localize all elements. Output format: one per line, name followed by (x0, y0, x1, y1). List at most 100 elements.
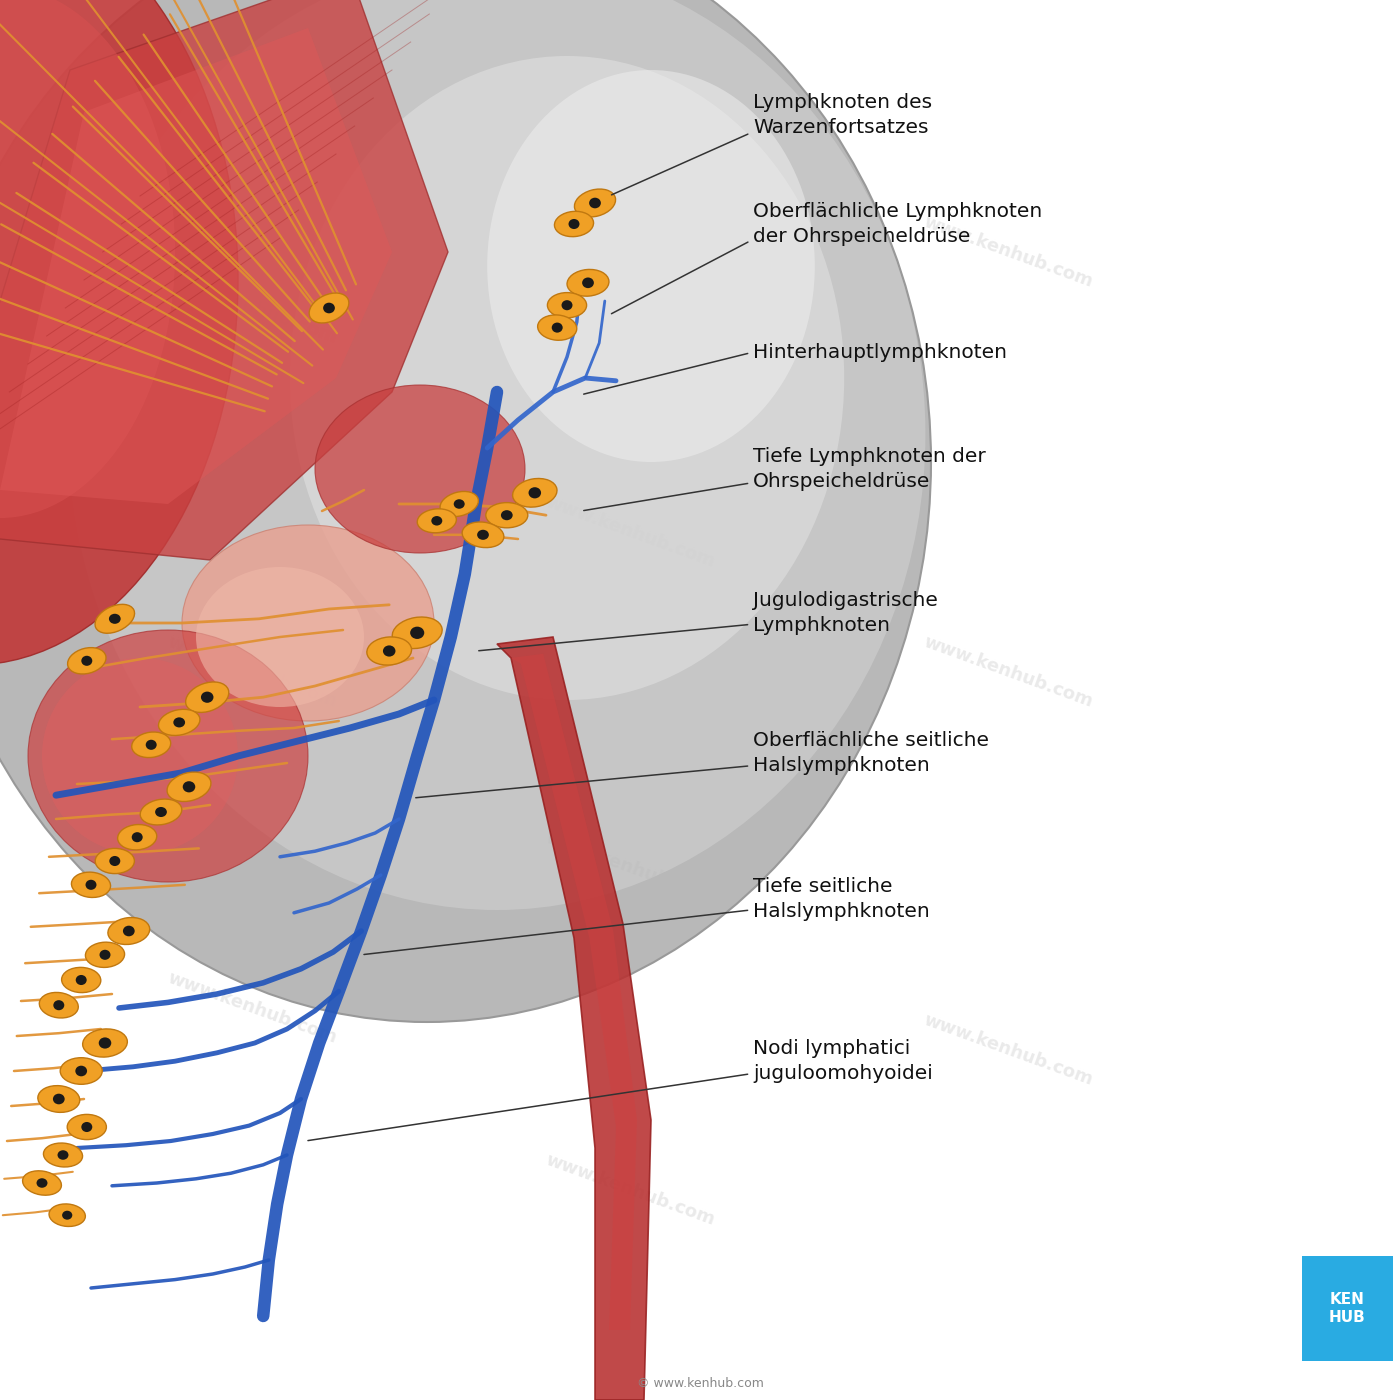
Ellipse shape (36, 1179, 48, 1187)
Text: Tiefe seitliche
Halslymphknoten: Tiefe seitliche Halslymphknoten (753, 876, 930, 921)
Ellipse shape (431, 517, 442, 525)
Ellipse shape (529, 487, 540, 498)
Ellipse shape (42, 658, 238, 854)
Text: KEN
HUB: KEN HUB (1329, 1291, 1366, 1324)
Ellipse shape (22, 1170, 62, 1196)
Ellipse shape (118, 825, 157, 850)
Ellipse shape (67, 1114, 106, 1140)
Text: Hinterhauptlymphknoten: Hinterhauptlymphknoten (753, 343, 1007, 363)
Ellipse shape (81, 655, 92, 666)
Ellipse shape (0, 0, 175, 518)
Text: www.kenhub.com: www.kenhub.com (165, 269, 339, 347)
FancyBboxPatch shape (1302, 1256, 1393, 1361)
Ellipse shape (49, 1204, 85, 1226)
Ellipse shape (60, 1058, 102, 1084)
Ellipse shape (568, 218, 580, 230)
Ellipse shape (62, 1211, 73, 1219)
Ellipse shape (0, 0, 238, 665)
Ellipse shape (67, 648, 106, 673)
Ellipse shape (85, 879, 97, 890)
Ellipse shape (95, 848, 134, 874)
Ellipse shape (123, 925, 134, 937)
Ellipse shape (38, 1085, 80, 1113)
Ellipse shape (53, 1093, 64, 1105)
Ellipse shape (95, 605, 134, 633)
Text: www.kenhub.com: www.kenhub.com (543, 829, 717, 907)
Ellipse shape (183, 781, 195, 792)
Ellipse shape (574, 189, 616, 217)
Ellipse shape (132, 732, 171, 757)
Ellipse shape (174, 717, 185, 728)
Ellipse shape (589, 197, 601, 209)
Ellipse shape (76, 974, 87, 986)
Ellipse shape (158, 710, 200, 735)
Ellipse shape (512, 479, 557, 507)
Text: www.kenhub.com: www.kenhub.com (921, 633, 1095, 711)
Ellipse shape (309, 293, 349, 323)
Ellipse shape (315, 385, 525, 553)
Ellipse shape (561, 300, 573, 311)
Ellipse shape (57, 1151, 69, 1159)
Ellipse shape (554, 211, 594, 237)
Ellipse shape (477, 529, 489, 540)
Ellipse shape (81, 1121, 92, 1133)
Ellipse shape (167, 771, 211, 802)
Ellipse shape (186, 682, 228, 713)
Ellipse shape (501, 510, 512, 521)
Text: www.kenhub.com: www.kenhub.com (921, 213, 1095, 291)
Ellipse shape (552, 322, 563, 333)
Ellipse shape (76, 1065, 87, 1077)
Ellipse shape (487, 70, 815, 462)
Ellipse shape (69, 0, 925, 910)
Ellipse shape (547, 293, 587, 318)
Ellipse shape (462, 522, 504, 547)
Ellipse shape (109, 855, 120, 867)
Ellipse shape (155, 806, 167, 818)
Ellipse shape (108, 917, 150, 945)
Ellipse shape (146, 739, 157, 750)
Ellipse shape (417, 508, 456, 533)
Text: www.kenhub.com: www.kenhub.com (543, 493, 717, 571)
Polygon shape (497, 637, 651, 1400)
Ellipse shape (290, 56, 844, 700)
Ellipse shape (367, 637, 412, 665)
Ellipse shape (384, 645, 395, 657)
Ellipse shape (99, 949, 111, 960)
Ellipse shape (43, 1142, 83, 1168)
Ellipse shape (140, 799, 182, 825)
Polygon shape (0, 0, 448, 560)
Ellipse shape (440, 491, 479, 517)
Text: © www.kenhub.com: © www.kenhub.com (637, 1376, 763, 1390)
Ellipse shape (392, 617, 442, 648)
Ellipse shape (454, 500, 465, 508)
Ellipse shape (182, 525, 434, 721)
Ellipse shape (567, 269, 609, 297)
Ellipse shape (538, 315, 577, 340)
Polygon shape (0, 28, 392, 504)
Ellipse shape (410, 627, 424, 638)
Text: Tiefe Lymphknoten der
Ohrspeicheldrüse: Tiefe Lymphknoten der Ohrspeicheldrüse (753, 447, 986, 491)
Text: www.kenhub.com: www.kenhub.com (543, 1151, 717, 1229)
Text: www.kenhub.com: www.kenhub.com (165, 969, 339, 1047)
Text: Jugulodigastrische
Lymphknoten: Jugulodigastrische Lymphknoten (753, 591, 938, 636)
Polygon shape (511, 654, 637, 1330)
Ellipse shape (582, 277, 594, 288)
Ellipse shape (202, 692, 213, 703)
Ellipse shape (53, 1000, 64, 1011)
Ellipse shape (71, 872, 111, 897)
Text: Nodi lymphatici
juguloomohyoidei: Nodi lymphatici juguloomohyoidei (753, 1039, 932, 1084)
Text: Lymphknoten des
Warzenfortsatzes: Lymphknoten des Warzenfortsatzes (753, 92, 932, 137)
Text: Oberflächliche Lymphknoten
der Ohrspeicheldrüse: Oberflächliche Lymphknoten der Ohrspeich… (753, 202, 1043, 246)
Text: www.kenhub.com: www.kenhub.com (165, 633, 339, 711)
Text: Oberflächliche seitliche
Halslymphknoten: Oberflächliche seitliche Halslymphknoten (753, 731, 990, 776)
Ellipse shape (99, 1037, 111, 1049)
Ellipse shape (39, 993, 78, 1018)
Ellipse shape (132, 832, 143, 843)
Text: www.kenhub.com: www.kenhub.com (921, 1011, 1095, 1089)
Ellipse shape (486, 503, 528, 528)
Ellipse shape (62, 967, 101, 993)
Ellipse shape (109, 613, 120, 624)
Ellipse shape (83, 1029, 127, 1057)
Ellipse shape (0, 0, 931, 1022)
Ellipse shape (28, 630, 308, 882)
